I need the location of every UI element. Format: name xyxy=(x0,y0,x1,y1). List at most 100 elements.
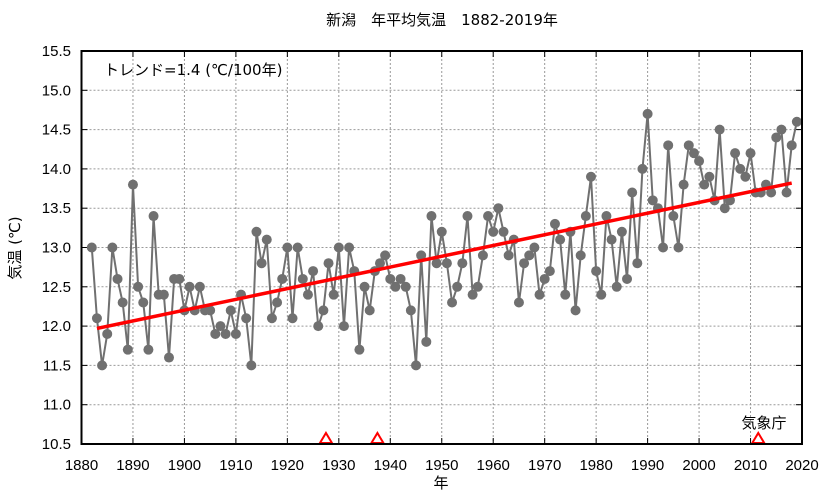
data-point xyxy=(642,108,653,119)
data-point xyxy=(704,171,715,182)
data-point xyxy=(719,203,730,214)
data-point xyxy=(493,203,504,214)
y-tick-label: 14.0 xyxy=(42,161,71,178)
x-axis-label: 年 xyxy=(433,474,448,492)
y-tick-label: 15.0 xyxy=(42,82,71,99)
data-point xyxy=(251,226,262,237)
data-point xyxy=(230,328,241,339)
chart-title: 新潟 年平均気温 1882-2019年 xyxy=(326,11,558,29)
data-point xyxy=(745,148,756,159)
trend-annotation: トレンド=1.4 (℃/100年) xyxy=(104,61,282,79)
y-tick-label: 13.5 xyxy=(42,200,71,217)
data-point xyxy=(771,132,782,143)
x-tick-label: 1910 xyxy=(219,457,252,474)
trend-line xyxy=(96,181,793,331)
data-point xyxy=(735,163,746,174)
data-point xyxy=(678,179,689,190)
x-tick-label: 1880 xyxy=(65,457,98,474)
data-point xyxy=(673,242,684,253)
data-point xyxy=(117,297,128,308)
plot-frame xyxy=(80,50,803,445)
data-point xyxy=(297,273,308,284)
data-point xyxy=(97,360,108,371)
data-point xyxy=(606,234,617,245)
data-point xyxy=(127,179,138,190)
data-point xyxy=(395,273,406,284)
data-point xyxy=(483,211,494,222)
data-point xyxy=(225,305,236,316)
data-point xyxy=(411,360,422,371)
data-point xyxy=(302,289,313,300)
data-point xyxy=(215,321,226,332)
y-tick-label: 12.0 xyxy=(42,318,71,335)
y-tick-label: 15.5 xyxy=(42,43,71,60)
data-point xyxy=(472,281,483,292)
source-label: 気象庁 xyxy=(741,414,786,432)
relocation-marker xyxy=(318,431,334,444)
data-point xyxy=(786,140,797,151)
data-point xyxy=(390,281,401,292)
data-point xyxy=(148,211,159,222)
data-point xyxy=(694,156,705,167)
x-tick-label: 1890 xyxy=(116,457,149,474)
data-point xyxy=(647,195,658,206)
data-point xyxy=(585,171,596,182)
data-series xyxy=(86,108,802,371)
data-point xyxy=(503,250,514,261)
data-point xyxy=(513,297,524,308)
data-point xyxy=(457,258,468,269)
data-point xyxy=(776,124,787,135)
data-point xyxy=(580,211,591,222)
relocation-marker xyxy=(369,431,386,444)
data-point xyxy=(622,273,633,284)
data-point xyxy=(374,258,385,269)
y-tick-label: 13.0 xyxy=(42,240,71,257)
data-point xyxy=(287,313,298,324)
data-point xyxy=(452,281,463,292)
data-point xyxy=(421,336,432,347)
data-point xyxy=(627,187,638,198)
data-point xyxy=(143,344,154,355)
data-point xyxy=(292,242,303,253)
x-tick-label: 2000 xyxy=(682,457,715,474)
data-point xyxy=(596,289,607,300)
data-point xyxy=(107,242,118,253)
data-point xyxy=(266,313,277,324)
data-point xyxy=(488,226,499,237)
y-tick-label: 12.5 xyxy=(42,279,71,296)
data-point xyxy=(86,242,97,253)
data-point xyxy=(400,281,411,292)
data-point xyxy=(539,273,550,284)
data-point xyxy=(431,258,442,269)
data-point xyxy=(436,226,447,237)
data-point xyxy=(570,305,581,316)
data-point xyxy=(699,179,710,190)
data-point xyxy=(380,250,391,261)
y-tick-label: 11.0 xyxy=(43,397,71,414)
data-point xyxy=(416,250,427,261)
axis-ticks: 1880 1890 1900 1910 1920 1930 1940 1950 1960 1970… xyxy=(42,43,819,474)
data-point xyxy=(658,242,669,253)
data-point xyxy=(323,258,334,269)
data-point xyxy=(338,321,349,332)
data-point xyxy=(730,148,741,159)
data-point xyxy=(426,211,437,222)
data-point xyxy=(256,258,267,269)
x-tick-label: 1930 xyxy=(322,457,355,474)
data-point xyxy=(364,305,375,316)
data-point xyxy=(524,250,535,261)
data-point xyxy=(544,266,555,277)
data-point xyxy=(575,250,586,261)
x-tick-label: 1950 xyxy=(425,457,458,474)
data-point xyxy=(519,258,530,269)
y-axis-label: 気温 (℃) xyxy=(6,216,24,279)
data-point xyxy=(668,211,679,222)
data-point xyxy=(102,328,113,339)
data-point xyxy=(616,226,627,237)
data-point xyxy=(498,226,509,237)
data-point xyxy=(766,187,777,198)
data-point xyxy=(308,266,319,277)
data-point xyxy=(441,258,452,269)
x-tick-label: 2020 xyxy=(785,457,818,474)
data-point xyxy=(241,313,252,324)
